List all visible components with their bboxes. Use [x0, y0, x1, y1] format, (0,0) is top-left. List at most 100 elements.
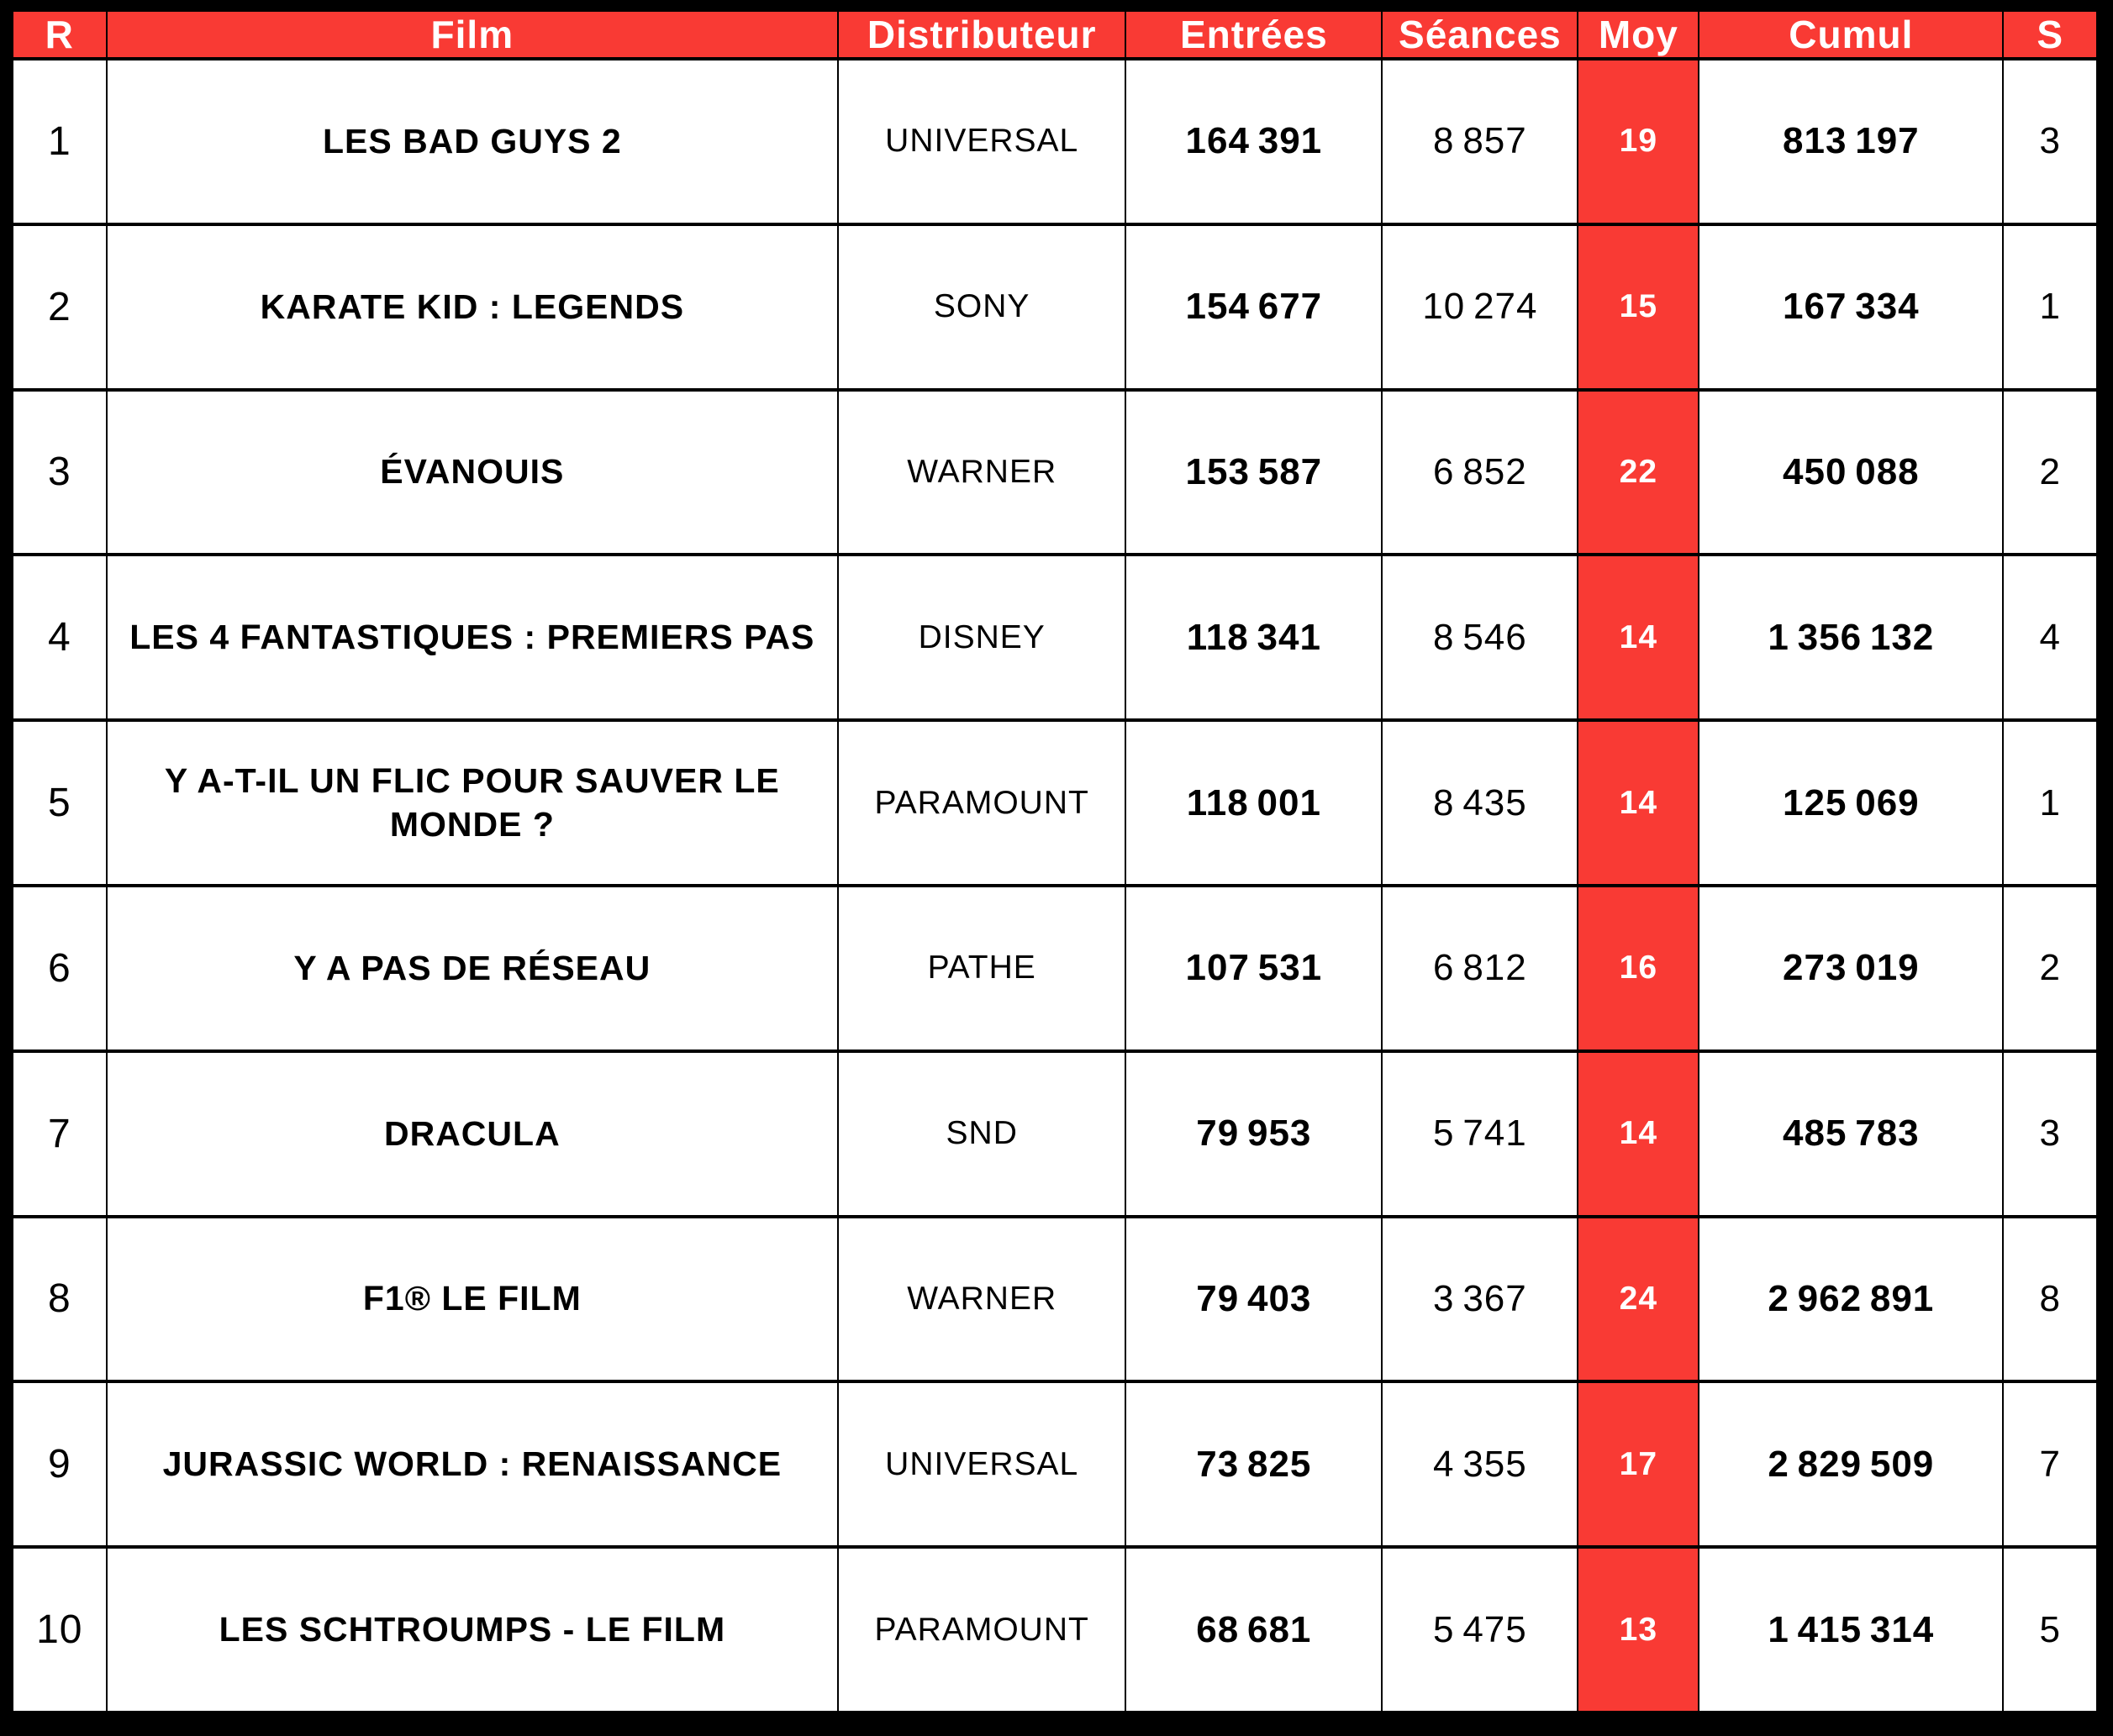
cell-cumul: 813 197 [1698, 57, 2005, 226]
cell-rank: 7 [12, 1049, 108, 1218]
cell-weeks: 2 [2002, 883, 2098, 1053]
cell-weeks: 5 [2002, 1545, 2098, 1714]
cell-distributor: DISNEY [837, 553, 1127, 723]
cell-cumul: 1 415 314 [1698, 1545, 2005, 1714]
table-row: 8 F1® LE FILM WARNER 79 403 3 367 24 2 962 891… [12, 1214, 2098, 1384]
cell-sessions: 6 852 [1381, 387, 1579, 557]
cell-rank: 1 [12, 57, 108, 226]
cell-avg: 17 [1577, 1380, 1700, 1549]
cell-sessions: 3 367 [1381, 1214, 1579, 1384]
cell-sessions: 10 274 [1381, 222, 1579, 392]
cell-rank: 4 [12, 553, 108, 723]
cell-rank: 3 [12, 387, 108, 557]
cell-weeks: 7 [2002, 1380, 2098, 1549]
cell-distributor: WARNER [837, 387, 1127, 557]
cell-weeks: 1 [2002, 718, 2098, 887]
cell-avg: 14 [1577, 553, 1700, 723]
cell-distributor: PARAMOUNT [837, 718, 1127, 887]
table-row: 4 LES 4 FANTASTIQUES : PREMIERS PAS DISNEY… [12, 553, 2098, 723]
column-header-rank: R [12, 8, 108, 60]
cell-film: DRACULA [105, 1049, 840, 1218]
cell-avg: 16 [1577, 883, 1700, 1053]
cell-weeks: 3 [2002, 1049, 2098, 1218]
column-header-sessions: Séances [1381, 8, 1579, 60]
cell-film: F1® LE FILM [105, 1214, 840, 1384]
cell-distributor: SONY [837, 222, 1127, 392]
cell-rank: 10 [12, 1545, 108, 1714]
cell-weeks: 1 [2002, 222, 2098, 392]
cell-sessions: 8 435 [1381, 718, 1579, 887]
cell-cumul: 2 829 509 [1698, 1380, 2005, 1549]
cell-rank: 2 [12, 222, 108, 392]
cell-film: Y A PAS DE RÉSEAU [105, 883, 840, 1053]
cell-distributor: SND [837, 1049, 1127, 1218]
cell-weeks: 4 [2002, 553, 2098, 723]
cell-distributor: WARNER [837, 1214, 1127, 1384]
table-body: 1 LES BAD GUYS 2 UNIVERSAL 164 391 8 857 19 81… [12, 57, 2098, 1714]
cell-sessions: 8 546 [1381, 553, 1579, 723]
table-row: 9 JURASSIC WORLD : RENAISSANCE UNIVERSAL 73… [12, 1380, 2098, 1549]
cell-entries: 153 587 [1125, 387, 1383, 557]
table-row: 3 ÉVANOUIS WARNER 153 587 6 852 22 450 088 2 [12, 387, 2098, 557]
cell-film: LES BAD GUYS 2 [105, 57, 840, 226]
table-row: 2 KARATE KID : LEGENDS SONY 154 677 10 274 15… [12, 222, 2098, 392]
cell-rank: 5 [12, 718, 108, 887]
cell-avg: 24 [1577, 1214, 1700, 1384]
table-row: 7 DRACULA SND 79 953 5 741 14 485 783 3 [12, 1049, 2098, 1218]
cell-avg: 13 [1577, 1545, 1700, 1714]
cell-rank: 6 [12, 883, 108, 1053]
column-header-distributor: Distributeur [837, 8, 1127, 60]
cell-distributor: PATHE [837, 883, 1127, 1053]
cell-cumul: 125 069 [1698, 718, 2005, 887]
cell-avg: 14 [1577, 1049, 1700, 1218]
cell-sessions: 8 857 [1381, 57, 1579, 226]
cell-film: LES 4 FANTASTIQUES : PREMIERS PAS [105, 553, 840, 723]
column-header-film: Film [105, 8, 840, 60]
column-header-avg: Moy [1577, 8, 1700, 60]
cell-entries: 118 001 [1125, 718, 1383, 887]
cell-cumul: 2 962 891 [1698, 1214, 2005, 1384]
cell-sessions: 5 475 [1381, 1545, 1579, 1714]
cell-cumul: 273 019 [1698, 883, 2005, 1053]
table-row: 10 LES SCHTROUMPS - LE FILM PARAMOUNT 68 68… [12, 1545, 2098, 1714]
cell-entries: 79 953 [1125, 1049, 1383, 1218]
cell-weeks: 3 [2002, 57, 2098, 226]
cell-avg: 19 [1577, 57, 1700, 226]
cell-weeks: 8 [2002, 1214, 2098, 1384]
cell-entries: 73 825 [1125, 1380, 1383, 1549]
column-header-weeks: S [2002, 8, 2098, 60]
cell-distributor: UNIVERSAL [837, 1380, 1127, 1549]
cell-cumul: 1 356 132 [1698, 553, 2005, 723]
cell-sessions: 5 741 [1381, 1049, 1579, 1218]
table-row: 1 LES BAD GUYS 2 UNIVERSAL 164 391 8 857 19 81… [12, 57, 2098, 226]
header-row: R Film Distributeur Entrées Séances Moy Cumul S [12, 8, 2098, 60]
cell-avg: 15 [1577, 222, 1700, 392]
column-header-entries: Entrées [1125, 8, 1383, 60]
cell-cumul: 450 088 [1698, 387, 2005, 557]
cell-distributor: UNIVERSAL [837, 57, 1127, 226]
cell-avg: 22 [1577, 387, 1700, 557]
cell-film: LES SCHTROUMPS - LE FILM [105, 1545, 840, 1714]
box-office-table: R Film Distributeur Entrées Séances Moy Cumul S… [12, 8, 2098, 1714]
column-header-cumul: Cumul [1698, 8, 2005, 60]
cell-film: ÉVANOUIS [105, 387, 840, 557]
cell-entries: 79 403 [1125, 1214, 1383, 1384]
cell-cumul: 485 783 [1698, 1049, 2005, 1218]
table-header: R Film Distributeur Entrées Séances Moy Cumul S [12, 8, 2098, 60]
cell-rank: 9 [12, 1380, 108, 1549]
cell-film: Y A-T-IL UN FLIC POUR SAUVER LE MONDE ? [105, 718, 840, 887]
cell-entries: 68 681 [1125, 1545, 1383, 1714]
cell-sessions: 4 355 [1381, 1380, 1579, 1549]
cell-sessions: 6 812 [1381, 883, 1579, 1053]
cell-rank: 8 [12, 1214, 108, 1384]
cell-cumul: 167 334 [1698, 222, 2005, 392]
cell-film: KARATE KID : LEGENDS [105, 222, 840, 392]
cell-distributor: PARAMOUNT [837, 1545, 1127, 1714]
cell-avg: 14 [1577, 718, 1700, 887]
cell-entries: 118 341 [1125, 553, 1383, 723]
cell-entries: 107 531 [1125, 883, 1383, 1053]
cell-entries: 164 391 [1125, 57, 1383, 226]
